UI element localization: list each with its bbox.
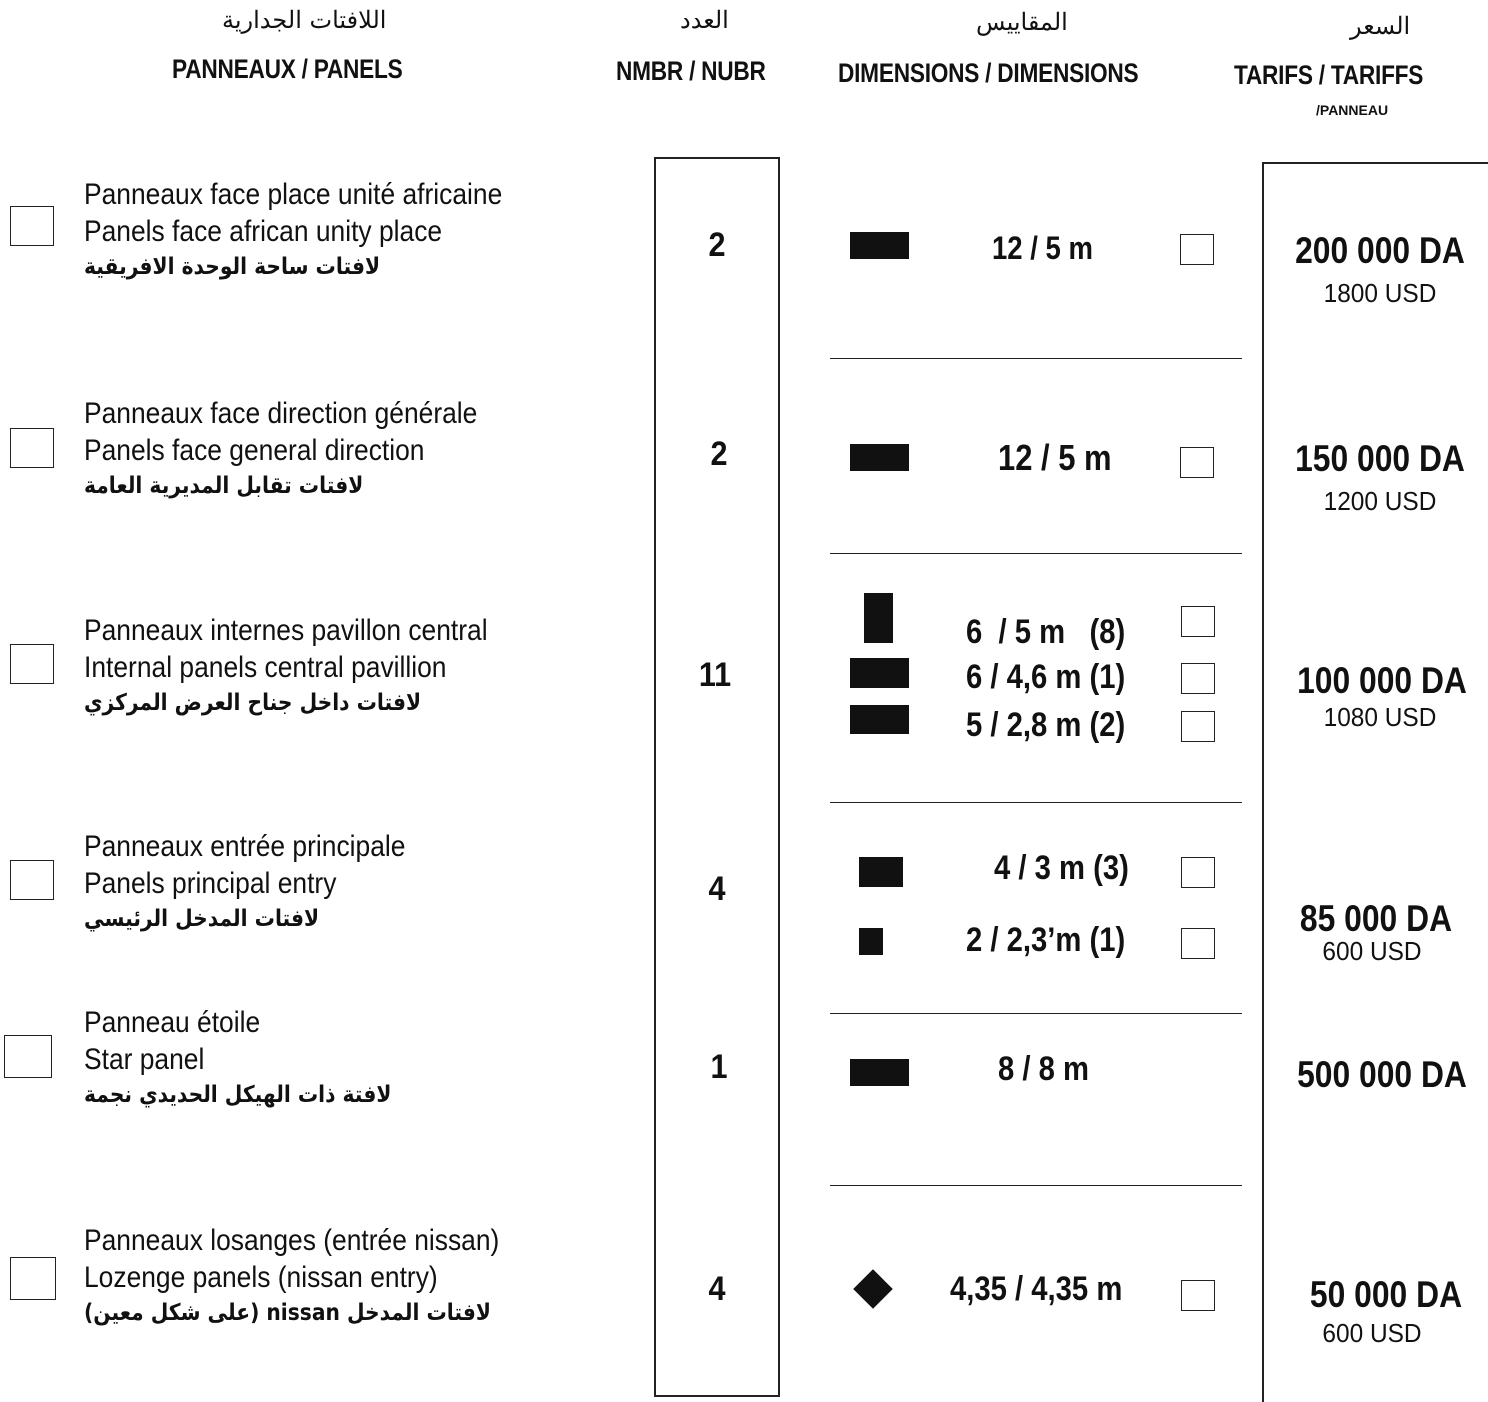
row-select-checkbox[interactable] <box>10 644 54 684</box>
panel-name-fr: Panneaux face direction générale <box>84 397 478 430</box>
row-select-checkbox[interactable] <box>10 860 54 900</box>
dimension-shape-icon <box>859 857 903 887</box>
dimension-checkbox[interactable] <box>1181 606 1215 637</box>
panel-name-fr: Panneaux entrée principale <box>84 830 406 863</box>
number-header-latin: NMBR / NUBR <box>616 56 766 86</box>
dimension-value: 2 / 2,3’m (1) <box>966 921 1126 959</box>
panel-description: Panneaux entrée principale Panels princi… <box>84 828 405 936</box>
panel-description: Panneaux internes pavillon central Inter… <box>84 612 488 720</box>
price-da: 200 000 DA <box>1295 230 1465 271</box>
dimension-checkbox[interactable] <box>1180 234 1214 265</box>
price-da: 500 000 DA <box>1297 1054 1467 1095</box>
panel-name-en: Star panel <box>84 1043 205 1076</box>
panel-name-ar: لافتات داخل جناح العرض المركزي <box>84 690 422 716</box>
row-divider <box>830 1185 1242 1186</box>
panel-count: 4 <box>708 1270 726 1308</box>
dimension-shape-icon <box>850 705 909 734</box>
panel-description: Panneaux losanges (entrée nissan) Lozeng… <box>84 1222 499 1330</box>
dimension-value: 4,35 / 4,35 m <box>950 1270 1123 1308</box>
panel-count: 1 <box>710 1048 728 1086</box>
panels-header-latin: PANNEAUX / PANELS <box>172 54 403 84</box>
panel-name-en: Lozenge panels (nissan entry) <box>84 1261 438 1294</box>
tariffs-header-arabic: السعر <box>1350 12 1411 40</box>
lozenge-shape-icon <box>853 1269 893 1309</box>
panel-name-fr: Panneaux face place unité africaine <box>84 178 503 211</box>
panel-name-en: Internal panels central pavillion <box>84 651 447 684</box>
dimensions-header-latin: DIMENSIONS / DIMENSIONS <box>838 58 1139 88</box>
row-divider <box>830 358 1242 359</box>
price-usd: 1800 USD <box>1323 278 1437 308</box>
panel-name-ar: لافتات المدخل nissan (على شكل معين) <box>84 1300 491 1326</box>
row-select-checkbox[interactable] <box>10 1257 56 1300</box>
dimension-value: 8 / 8 m <box>998 1050 1090 1088</box>
panel-count: 4 <box>708 870 726 908</box>
panel-description: Panneaux face direction générale Panels … <box>84 395 477 503</box>
dimension-shape-icon <box>864 593 893 643</box>
row-select-checkbox[interactable] <box>10 206 54 246</box>
price-da: 85 000 DA <box>1299 898 1453 939</box>
price-da: 100 000 DA <box>1297 660 1467 701</box>
tariff-column-frame <box>1262 162 1488 1402</box>
dimension-checkbox[interactable] <box>1181 1280 1215 1311</box>
panel-description: Panneaux face place unité africaine Pane… <box>84 176 502 284</box>
dimension-value: 12 / 5 m <box>992 230 1093 266</box>
panel-name-fr: Panneaux losanges (entrée nissan) <box>84 1224 500 1257</box>
dimension-value: 5 / 2,8 m (2) <box>966 706 1126 744</box>
dimension-value: 6 / 5 m (8) <box>966 613 1126 651</box>
panel-description: Panneau étoile Star panel لافتة ذات الهي… <box>84 1004 391 1112</box>
dimension-shape-icon <box>850 444 909 471</box>
dimension-checkbox[interactable] <box>1181 928 1215 959</box>
panel-name-en: Panels face general direction <box>84 434 425 467</box>
number-column-frame <box>654 157 780 1397</box>
dimension-shape-icon <box>850 658 909 688</box>
dimension-checkbox[interactable] <box>1181 711 1215 742</box>
row-divider <box>830 1013 1242 1014</box>
panel-count: 2 <box>708 226 726 264</box>
row-select-checkbox[interactable] <box>4 1035 52 1078</box>
row-divider <box>830 553 1242 554</box>
price-da: 150 000 DA <box>1295 438 1465 479</box>
dimension-shape-icon <box>850 1059 909 1086</box>
panel-name-en: Panels face african unity place <box>84 215 443 248</box>
dimension-value: 6 / 4,6 m (1) <box>966 658 1126 696</box>
tariffs-header-latin: TARIFS / TARIFFS <box>1234 60 1424 90</box>
dimension-value: 12 / 5 m <box>998 437 1112 478</box>
row-divider <box>830 802 1242 803</box>
row-select-checkbox[interactable] <box>10 428 54 468</box>
dimension-shape-icon <box>859 928 883 955</box>
panel-count: 11 <box>698 656 732 694</box>
panel-name-fr: Panneau étoile <box>84 1006 261 1039</box>
dimensions-header-arabic: المقاييس <box>976 8 1068 36</box>
price-usd: 600 USD <box>1322 936 1422 966</box>
price-da: 50 000 DA <box>1309 1274 1463 1315</box>
panel-count: 2 <box>710 435 728 473</box>
panel-name-ar: لافتة ذات الهيكل الحديدي نجمة <box>84 1082 392 1108</box>
panel-name-en: Panels principal entry <box>84 867 337 900</box>
panel-name-ar: لافتات تقابل المديرية العامة <box>84 473 364 499</box>
number-header-arabic: العدد <box>680 6 729 34</box>
panel-name-fr: Panneaux internes pavillon central <box>84 614 488 647</box>
panel-name-ar: لافتات ساحة الوحدة الافريقية <box>84 254 381 280</box>
dimension-shape-icon <box>850 232 909 259</box>
price-usd: 1200 USD <box>1323 486 1437 516</box>
panels-header-arabic: اللافتات الجدارية <box>222 6 387 34</box>
tariffs-header-sub: /PANNEAU <box>1316 102 1389 118</box>
dimension-checkbox[interactable] <box>1180 447 1214 478</box>
price-usd: 1080 USD <box>1323 702 1437 732</box>
dimension-checkbox[interactable] <box>1181 663 1215 694</box>
panel-name-ar: لافتات المدخل الرئيسي <box>84 906 320 932</box>
dimension-checkbox[interactable] <box>1181 857 1215 888</box>
price-usd: 600 USD <box>1322 1318 1422 1348</box>
dimension-value: 4 / 3 m (3) <box>994 849 1129 887</box>
